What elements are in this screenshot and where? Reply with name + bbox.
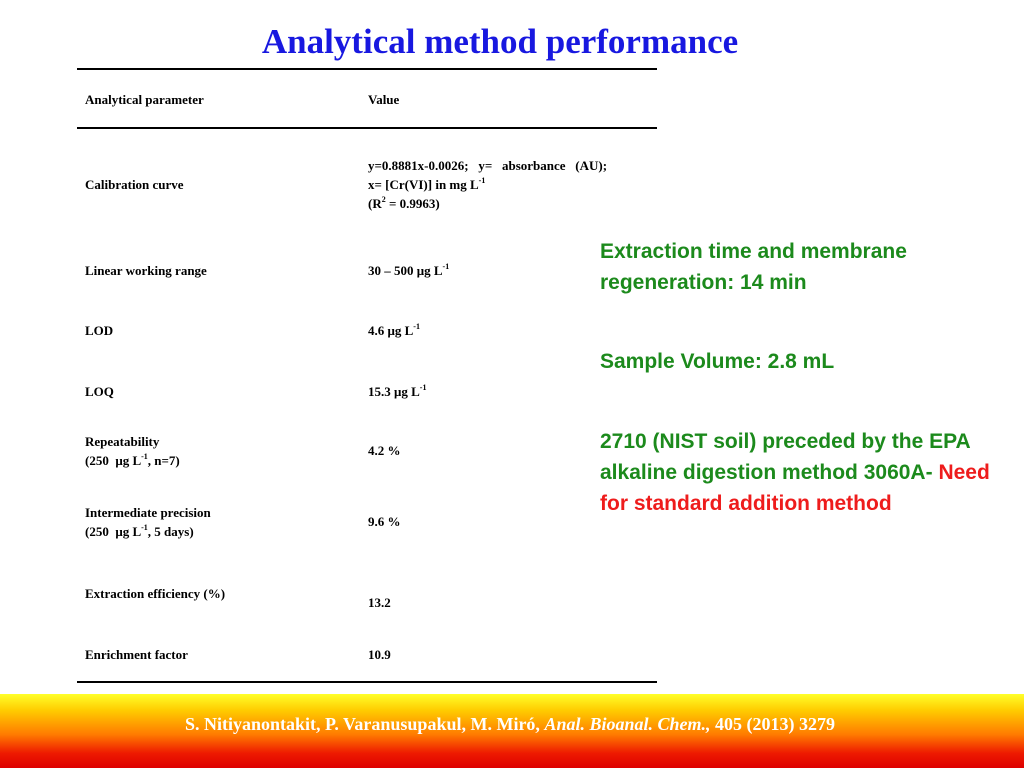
r2-prefix: (R bbox=[368, 196, 382, 211]
row-lod-value: 4.6 μg L-1 bbox=[368, 321, 420, 340]
r2-sup: 2 bbox=[381, 194, 386, 204]
row-extraction-efficiency-param: Extraction efficiency (%) bbox=[85, 586, 226, 601]
loq-sup: -1 bbox=[419, 382, 427, 392]
row-enrichment-factor-value: 10.9 bbox=[368, 647, 391, 662]
lod-sup: -1 bbox=[413, 321, 420, 331]
repeatability-cond-text: (250 μg L bbox=[85, 453, 142, 468]
row-linear-range-value: 30 – 500 μg L-1 bbox=[368, 261, 449, 280]
row-repeatability-param: Repeatability (250 μg L-1, n=7) bbox=[85, 432, 180, 470]
repeatability-conditions: (250 μg L-1, n=7) bbox=[85, 451, 180, 470]
note-standard-addition: Need for standard addition method bbox=[600, 461, 990, 515]
calibration-x-text: x= [Cr(VI)] in mg L bbox=[368, 177, 479, 192]
table-top-rule bbox=[77, 68, 657, 70]
row-linear-range-param: Linear working range bbox=[85, 263, 207, 278]
repeatability-label: Repeatability bbox=[85, 434, 160, 449]
header-value: Value bbox=[368, 92, 400, 107]
intermediate-cond-sup: -1 bbox=[141, 522, 148, 532]
repeatability-cond-tail: , n=7) bbox=[147, 453, 180, 468]
intermediate-cond-tail: , 5 days) bbox=[147, 524, 194, 539]
note-nist-soil-text: 2710 (NIST soil) preceded by the EPA alk… bbox=[600, 430, 970, 484]
loq-text: 15.3 μg L bbox=[368, 384, 420, 399]
repeatability-cond-sup: -1 bbox=[141, 451, 148, 461]
row-repeatability-value: 4.2 % bbox=[368, 443, 401, 458]
header-param: Analytical parameter bbox=[85, 92, 204, 107]
lod-text: 4.6 μg L bbox=[368, 323, 414, 338]
calibration-x-sup: -1 bbox=[478, 175, 486, 185]
citation-journal: Anal. Bioanal. Chem., bbox=[544, 714, 711, 734]
slide-title: Analytical method performance bbox=[261, 22, 739, 61]
calibration-r2: (R2 = 0.9963) bbox=[368, 194, 658, 213]
linear-range-text: 30 – 500 μg L bbox=[368, 263, 443, 278]
citation: S. Nitiyanontakit, P. Varanusupakul, M. … bbox=[0, 714, 1020, 735]
row-calibration-value: y=0.8881x-0.0026; y= absorbance (AU); x=… bbox=[368, 156, 658, 213]
calibration-x-def: x= [Cr(VI)] in mg L-1 bbox=[368, 175, 658, 194]
intermediate-precision-label: Intermediate precision bbox=[85, 505, 211, 520]
note-sample-volume: Sample Volume: 2.8 mL bbox=[600, 350, 835, 373]
table-header-rule bbox=[77, 127, 657, 129]
row-enrichment-factor-param: Enrichment factor bbox=[85, 647, 188, 662]
table-bottom-rule bbox=[77, 681, 657, 683]
citation-authors: S. Nitiyanontakit, P. Varanusupakul, M. … bbox=[185, 714, 545, 734]
calibration-equation: y=0.8881x-0.0026; y= absorbance (AU); bbox=[368, 158, 608, 173]
citation-reference: 405 (2013) 3279 bbox=[710, 714, 835, 734]
row-loq-param: LOQ bbox=[85, 384, 114, 399]
row-loq-value: 15.3 μg L-1 bbox=[368, 382, 426, 401]
note-nist-soil: 2710 (NIST soil) preceded by the EPA alk… bbox=[600, 426, 1010, 519]
linear-range-sup: -1 bbox=[442, 261, 450, 271]
row-intermediate-precision-value: 9.6 % bbox=[368, 514, 401, 529]
row-intermediate-precision-param: Intermediate precision (250 μg L-1, 5 da… bbox=[85, 503, 211, 541]
footer-banner: S. Nitiyanontakit, P. Varanusupakul, M. … bbox=[0, 694, 1024, 768]
r2-value: = 0.9963) bbox=[385, 196, 440, 211]
note-extraction-time: Extraction time and membrane regeneratio… bbox=[600, 240, 907, 294]
row-calibration-param: Calibration curve bbox=[85, 177, 184, 192]
row-lod-param: LOD bbox=[85, 323, 114, 338]
intermediate-precision-conditions: (250 μg L-1, 5 days) bbox=[85, 522, 211, 541]
intermediate-cond-text: (250 μg L bbox=[85, 524, 142, 539]
row-extraction-efficiency-value: 13.2 bbox=[368, 595, 391, 610]
